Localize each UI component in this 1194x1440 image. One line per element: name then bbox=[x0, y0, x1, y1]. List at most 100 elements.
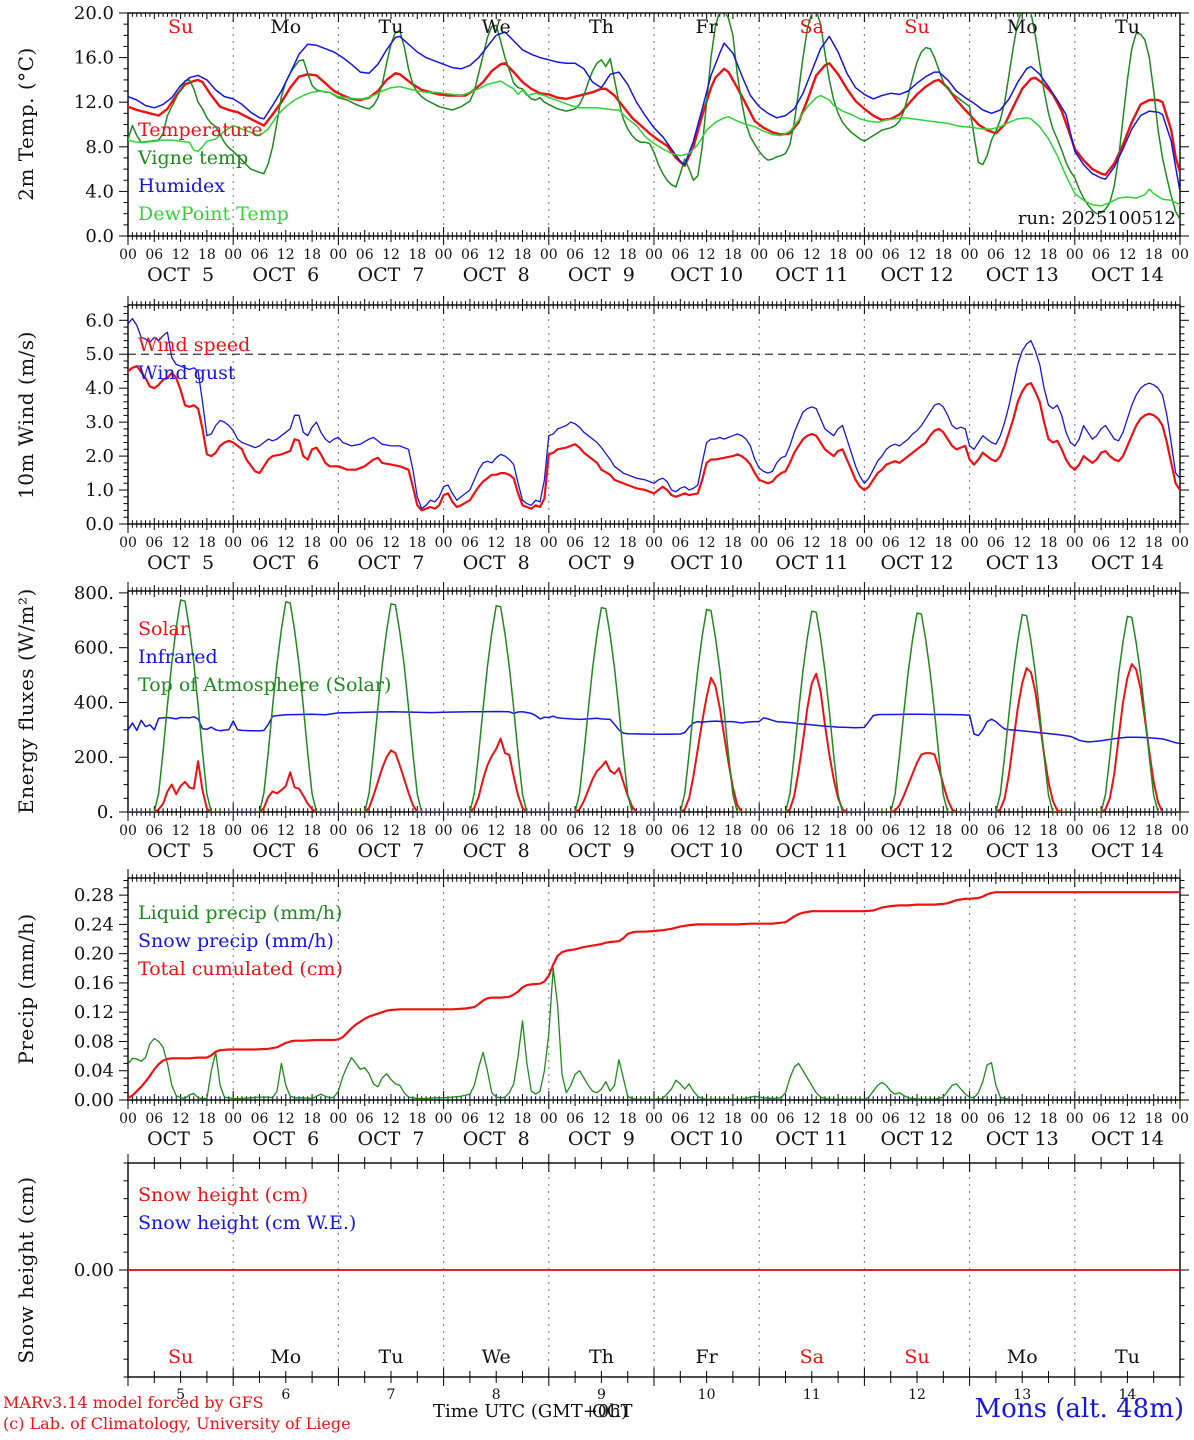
hour-tick-label: 00 bbox=[329, 823, 347, 839]
y-tick-label: 200. bbox=[74, 747, 114, 768]
weekday-label: Sa bbox=[800, 16, 824, 38]
x-ticks bbox=[127, 1154, 1181, 1386]
hour-tick-label: 18 bbox=[514, 247, 532, 263]
hour-tick-label: 12 bbox=[382, 823, 400, 839]
hour-tick-label: 18 bbox=[724, 1111, 742, 1127]
hour-tick-label: 12 bbox=[277, 1111, 295, 1127]
weekday-label: Mo bbox=[1007, 1346, 1038, 1368]
y-tick-label: 2.0 bbox=[85, 446, 114, 467]
hour-tick-label: 18 bbox=[1040, 247, 1058, 263]
series-infrared bbox=[128, 710, 1180, 745]
hour-tick-label: 06 bbox=[987, 1111, 1005, 1127]
hour-tick-label: 12 bbox=[1118, 535, 1136, 551]
hour-tick-label: 00 bbox=[1066, 1111, 1084, 1127]
panel-snow: 0.00 Su Mo Tu We Th Fr Sa Su Mo Tu 5 6 7 8 9 10 11 12 13 14 bbox=[74, 1154, 1189, 1403]
hour-tick-label: 06 bbox=[145, 823, 163, 839]
y-tick-label: 0.24 bbox=[74, 914, 114, 935]
date-label: OCT 9 bbox=[568, 552, 635, 574]
y-tick-label: 8.0 bbox=[85, 137, 114, 158]
y-tick-label: 0.12 bbox=[74, 1002, 114, 1023]
day-number-label: 12 bbox=[908, 1387, 926, 1403]
hour-tick-label: 00 bbox=[750, 1111, 768, 1127]
date-label: OCT 5 bbox=[147, 1128, 214, 1150]
hour-tick-label: 12 bbox=[277, 823, 295, 839]
weekday-label: Sa bbox=[800, 1346, 824, 1368]
panel-wind: 0.0 1.0 2.0 3.0 4.0 5.0 6.0 00 06 12 18 00 06 12 18 00 0… bbox=[85, 296, 1189, 574]
hour-tick-label: 18 bbox=[198, 823, 216, 839]
hour-tick-label: 06 bbox=[671, 535, 689, 551]
date-label: OCT 6 bbox=[252, 840, 319, 862]
hour-tick-label: 00 bbox=[961, 535, 979, 551]
hour-tick-label: 06 bbox=[1092, 247, 1110, 263]
hour-tick-label: 00 bbox=[750, 823, 768, 839]
weekday-label: Su bbox=[168, 16, 193, 38]
hour-tick-label: 00 bbox=[750, 247, 768, 263]
hour-tick-label: 06 bbox=[882, 535, 900, 551]
hour-tick-label: 00 bbox=[540, 535, 558, 551]
hour-tick-label: 12 bbox=[172, 1111, 190, 1127]
hour-tick-label: 12 bbox=[803, 1111, 821, 1127]
hour-tick-label: 06 bbox=[671, 1111, 689, 1127]
hour-tick-label: 06 bbox=[251, 1111, 269, 1127]
panel-precip: 0.00 0.04 0.08 0.12 0.16 0.20 0.24 0.28 00 06 12 18… bbox=[74, 869, 1189, 1150]
hour-tick-label: 06 bbox=[1092, 823, 1110, 839]
hour-tick-label: 12 bbox=[698, 1111, 716, 1127]
hour-tick-label: 06 bbox=[777, 247, 795, 263]
y-tick-label: 4.0 bbox=[85, 181, 114, 202]
hour-tick-label: 06 bbox=[251, 823, 269, 839]
hour-tick-label: 12 bbox=[1013, 823, 1031, 839]
hour-tick-label: 06 bbox=[671, 247, 689, 263]
y-tick-label: 0.0 bbox=[85, 226, 114, 247]
date-label: OCT 10 bbox=[670, 552, 743, 574]
y-ticks bbox=[119, 592, 1189, 813]
hour-tick-label: 06 bbox=[461, 823, 479, 839]
hour-tick-label: 00 bbox=[119, 823, 137, 839]
date-label: OCT 8 bbox=[463, 552, 530, 574]
weekday-label: Mo bbox=[270, 1346, 301, 1368]
date-label: OCT 5 bbox=[147, 840, 214, 862]
date-label: OCT 6 bbox=[252, 552, 319, 574]
hour-tick-label: 00 bbox=[645, 1111, 663, 1127]
panel-frame bbox=[127, 304, 1181, 525]
hour-tick-label: 12 bbox=[487, 535, 505, 551]
weekday-label: We bbox=[482, 16, 511, 38]
series-humidex bbox=[128, 31, 1180, 193]
hour-tick-label: 12 bbox=[592, 823, 610, 839]
hour-tick-label: 12 bbox=[382, 535, 400, 551]
date-label: OCT 11 bbox=[775, 552, 848, 574]
hour-tick-label: 00 bbox=[329, 535, 347, 551]
y-tick-label: 12.0 bbox=[74, 92, 114, 113]
hour-tick-label: 00 bbox=[119, 535, 137, 551]
date-label: OCT 11 bbox=[775, 1128, 848, 1150]
hour-tick-label: 06 bbox=[882, 247, 900, 263]
date-label: OCT 7 bbox=[358, 552, 425, 574]
y-tick-label: 5.0 bbox=[85, 344, 114, 365]
hour-tick-label: 18 bbox=[934, 823, 952, 839]
weekday-label: Mo bbox=[270, 16, 301, 38]
series-wind-speed bbox=[128, 365, 1180, 512]
hour-tick-label: 12 bbox=[803, 823, 821, 839]
weekday-label: Th bbox=[589, 16, 614, 38]
series-vigne-temp bbox=[128, 13, 1180, 221]
date-label: OCT 11 bbox=[775, 264, 848, 286]
hour-tick-label: 00 bbox=[224, 535, 242, 551]
hour-tick-label: 18 bbox=[724, 535, 742, 551]
hour-tick-label: 12 bbox=[698, 247, 716, 263]
y-tick-label: 3.0 bbox=[85, 412, 114, 433]
hour-tick-label: 06 bbox=[882, 823, 900, 839]
hour-tick-label: 12 bbox=[277, 535, 295, 551]
hour-tick-label: 18 bbox=[829, 1111, 847, 1127]
hour-tick-label: 18 bbox=[303, 823, 321, 839]
hour-tick-label: 18 bbox=[829, 247, 847, 263]
hour-tick-label: 00 bbox=[855, 247, 873, 263]
y-tick-label: 20.0 bbox=[74, 3, 114, 24]
hour-tick-label: 00 bbox=[435, 823, 453, 839]
y-tick-label: 0.00 bbox=[74, 1090, 114, 1111]
weekday-label: Th bbox=[589, 1346, 614, 1368]
series-wind-gust bbox=[128, 317, 1180, 510]
date-label: OCT 12 bbox=[880, 552, 953, 574]
hour-tick-label: 06 bbox=[145, 535, 163, 551]
x-ticks bbox=[127, 869, 1181, 1109]
date-label: OCT 12 bbox=[880, 840, 953, 862]
